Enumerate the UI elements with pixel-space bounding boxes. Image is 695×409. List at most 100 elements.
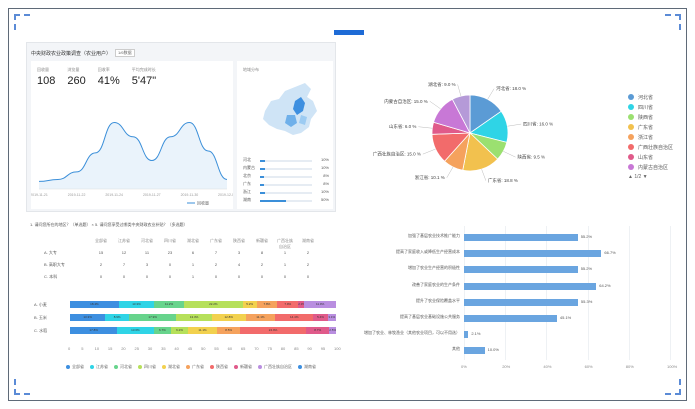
dashboard-header: 中央财政农业政策调查（农业用户） 1/6数据 <box>31 49 135 57</box>
stacked-x-tick: 60 <box>227 346 233 351</box>
hbar-gridline <box>670 226 671 360</box>
table-cell: 2 <box>99 262 103 267</box>
table-cell: 0 <box>237 274 241 279</box>
dashboard-tag[interactable]: 1/6数据 <box>115 49 135 57</box>
pie-legend-item[interactable]: 广东省 <box>628 122 673 132</box>
table-row-label: B. 高职大专 <box>44 262 65 267</box>
region-pct: 10% <box>320 165 329 170</box>
trend-date-tick: 2019-11-27 <box>143 193 161 197</box>
table-header-cell: 广东省 <box>210 238 222 243</box>
stacked-segment[interactable]: 12.8% <box>211 314 246 321</box>
hbar-gridline <box>587 226 589 360</box>
stacked-legend-label: 河北省 <box>120 364 132 369</box>
hbar-row: 加强了基层农业技术推广能力 55.2% <box>360 232 676 242</box>
trend-line <box>38 121 228 182</box>
table-cell: 0 <box>168 262 172 267</box>
hbar-row: 提高了基层农业基础设施公共服务 45.1% <box>360 313 676 323</box>
hbar-bar[interactable] <box>464 331 469 339</box>
region-bar-track <box>260 160 312 162</box>
stacked-segment[interactable]: 8.7% <box>306 327 330 334</box>
hbar-value-label: 55.2% <box>580 234 593 239</box>
hbar-value-label: 55.3% <box>580 298 593 304</box>
stacked-x-tick: 90 <box>307 346 312 351</box>
hbar-bar[interactable] <box>464 282 597 290</box>
stacked-segment[interactable]: 17.9% <box>128 314 177 321</box>
stacked-segment[interactable]: 13.3% <box>70 314 106 321</box>
table-header-cell: 湖南省 <box>302 238 314 243</box>
stacked-segment[interactable]: 6.7% <box>153 327 172 334</box>
stacked-segment[interactable]: 6.2% <box>171 327 188 334</box>
region-name: 湖南 <box>243 197 251 202</box>
pie-legend-item[interactable]: 广西壮族自治区 <box>628 142 673 152</box>
hbar-bar[interactable] <box>464 234 578 241</box>
stacked-segment[interactable]: 22.2% <box>183 301 243 308</box>
stacked-legend-item[interactable]: 河北省 <box>114 364 132 370</box>
stacked-segment[interactable]: 11.1% <box>187 327 218 334</box>
pie-leader-line <box>481 169 487 181</box>
stacked-legend-item[interactable]: 湖南省 <box>298 364 316 370</box>
hbar-bar[interactable] <box>464 250 602 258</box>
stacked-legend-item[interactable]: 全部省 <box>66 364 84 370</box>
stacked-legend-swatch <box>234 365 238 369</box>
stacked-x-tick: 80 <box>280 346 286 351</box>
stacked-x-tick: 45 <box>187 346 193 351</box>
hbar-bar[interactable] <box>464 315 557 322</box>
trend-line-chart: 2019-11-21 2019-11-22 2019-11-24 2019-11-27… <box>31 121 233 206</box>
stacked-segment[interactable]: 8.5% <box>217 327 240 334</box>
stacked-legend-swatch <box>162 365 166 369</box>
table-row: A. 大专 15 12 11 23 6 7 3 8 1 2 <box>30 247 334 259</box>
pie-legend-item[interactable]: 浙江省 <box>628 132 673 142</box>
stacked-segment[interactable]: 13.3% <box>118 301 155 308</box>
stacked-segment[interactable]: 7.8% <box>256 301 278 308</box>
pie-legend-item[interactable]: 陕西省 <box>628 112 673 122</box>
stacked-x-tick: 30 <box>147 346 153 351</box>
stacked-segment[interactable]: 3.1% <box>327 314 336 321</box>
stacked-legend-item[interactable]: 湖北省 <box>162 364 180 370</box>
kpi-value: 5'47" <box>131 75 157 87</box>
stacked-segment[interactable]: 7.9% <box>277 301 299 308</box>
stacked-segment[interactable]: 13.3% <box>176 314 212 321</box>
stacked-legend-item[interactable]: 广东省 <box>186 364 204 370</box>
kpi-label: 回收率 <box>97 67 110 72</box>
hbar-row: 改善了家庭农业的生产条件 64.2% <box>360 281 676 291</box>
stacked-segment[interactable]: 5.2% <box>242 301 257 308</box>
region-name: 广东 <box>243 181 251 186</box>
pie-legend-item[interactable]: 内蒙古自治区 <box>628 162 673 172</box>
screenshot-frame <box>8 8 687 401</box>
stacked-segment[interactable]: 18.4% <box>70 301 119 308</box>
pie-leader-line <box>446 166 454 178</box>
pie-legend-item[interactable]: 四川省 <box>628 102 673 112</box>
stacked-segment[interactable]: 2.5% <box>329 327 336 334</box>
stacked-segment[interactable]: 11.1% <box>245 314 276 321</box>
stacked-segment[interactable]: 8.9% <box>105 314 129 321</box>
pie-legend-label: 山东省 <box>638 154 654 161</box>
stacked-segment[interactable]: 11.2% <box>154 301 184 308</box>
stacked-segment[interactable]: 11.9% <box>304 301 336 308</box>
stacked-legend-item[interactable]: 新疆省 <box>234 364 252 370</box>
stacked-segment[interactable]: 17.8% <box>70 327 118 334</box>
stacked-x-tick: 10 <box>94 346 100 351</box>
stacked-legend-swatch <box>258 365 262 369</box>
hbar-bar[interactable] <box>464 347 485 355</box>
stacked-legend-item[interactable]: 江苏省 <box>90 364 108 370</box>
kpi-item: 回收量 108 <box>37 67 55 87</box>
table-cell: 2 <box>306 250 310 255</box>
pie-legend-item[interactable]: 山东省 <box>628 152 673 162</box>
table-row: B. 高职大专 2 7 3 0 1 2 4 2 1 2 <box>30 259 334 271</box>
hbar-bar[interactable] <box>464 298 578 306</box>
stacked-segment[interactable]: 24.9% <box>239 327 307 334</box>
survey-dashboard-panel: 中央财政农业政策调查（农业用户） 1/6数据 回收量 108 浏览量 260 回收率 41… <box>26 42 336 212</box>
stacked-legend-item[interactable]: 陕西省 <box>210 364 228 370</box>
stacked-x-tick: 95 <box>320 346 326 351</box>
stacked-legend-item[interactable]: 广西壮族自治区 <box>258 364 292 370</box>
stacked-segment[interactable]: 14.4% <box>275 314 314 321</box>
pie-legend-item[interactable]: 河北省 <box>628 92 673 102</box>
pie-legend-pager[interactable]: ▲ 1/2 ▼ <box>628 174 648 180</box>
stacked-segment[interactable]: 13.6% <box>117 327 154 334</box>
hbar-row: 增加了农业生产经营的积极性 55.2% <box>360 264 676 274</box>
stacked-segment[interactable]: 2.3% <box>298 301 305 308</box>
stacked-legend-swatch <box>114 365 118 369</box>
hbar-bar[interactable] <box>464 266 578 274</box>
stacked-segment[interactable]: 5.4% <box>313 314 328 321</box>
stacked-legend-item[interactable]: 四川省 <box>138 364 156 370</box>
